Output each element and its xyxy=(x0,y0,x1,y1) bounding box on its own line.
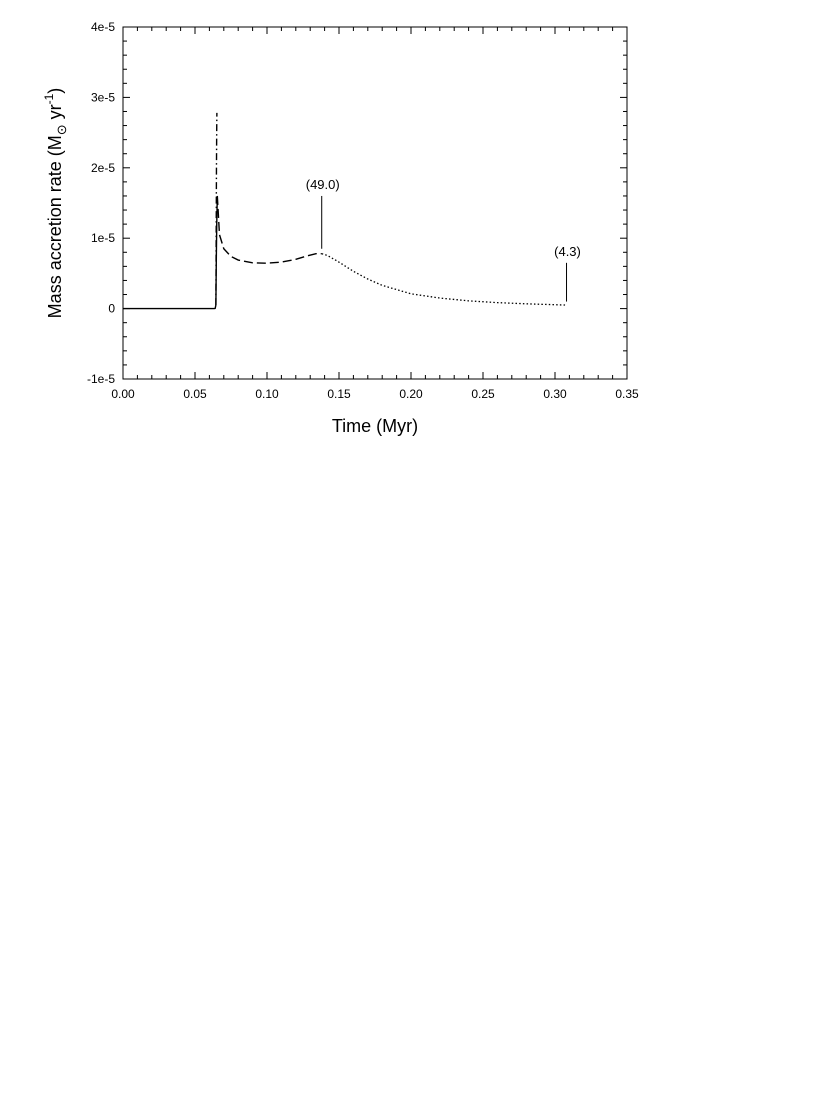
x-tick-label: 0.15 xyxy=(327,387,351,401)
y-tick-label: 3e-5 xyxy=(91,90,115,104)
x-tick-label: 0.05 xyxy=(183,387,207,401)
y-tick-label: 4e-5 xyxy=(91,20,115,34)
annotation-layer: (49.0) (4.3) xyxy=(306,177,581,302)
series-layer xyxy=(123,112,567,310)
y-axis-title-exponent: -1 xyxy=(42,93,56,104)
x-tick-label: 0.20 xyxy=(399,387,423,401)
y-tick-label: 1e-5 xyxy=(91,231,115,245)
x-tick-label: 0.10 xyxy=(255,387,279,401)
y-tick-label: 0 xyxy=(108,302,115,316)
x-tick-label: 0.00 xyxy=(111,387,135,401)
y-tick-label: -1e-5 xyxy=(87,372,115,386)
series-line-dotted-4 xyxy=(321,253,567,306)
series-line-solid-0 xyxy=(123,304,217,310)
y-axis-title: Mass accretion rate (M⊙ yr-1) xyxy=(42,88,69,319)
sun-symbol: ⊙ xyxy=(54,124,69,135)
x-axis-title: Time (Myr) xyxy=(332,416,418,436)
y-tick-label: 2e-5 xyxy=(91,161,115,175)
annotation-label: (49.0) xyxy=(306,177,340,192)
ticks-layer: 0.00 0.05 0.10 0.15 0.20 0.25 0.30 0.35 -1e-5 0 1e… xyxy=(87,20,639,401)
x-tick-label: 0.30 xyxy=(543,387,567,401)
x-tick-label: 0.35 xyxy=(615,387,639,401)
annotation-label: (4.3) xyxy=(554,244,581,259)
y-axis-title-unit: yr xyxy=(45,104,65,124)
x-tick-label: 0.25 xyxy=(471,387,495,401)
series-line-dashed-3 xyxy=(216,195,322,264)
plot-frame xyxy=(122,26,628,380)
series-line-solid-2 xyxy=(215,195,219,306)
y-axis-title-main: Mass accretion rate (M xyxy=(45,135,65,318)
y-axis-title-close: ) xyxy=(45,88,65,94)
